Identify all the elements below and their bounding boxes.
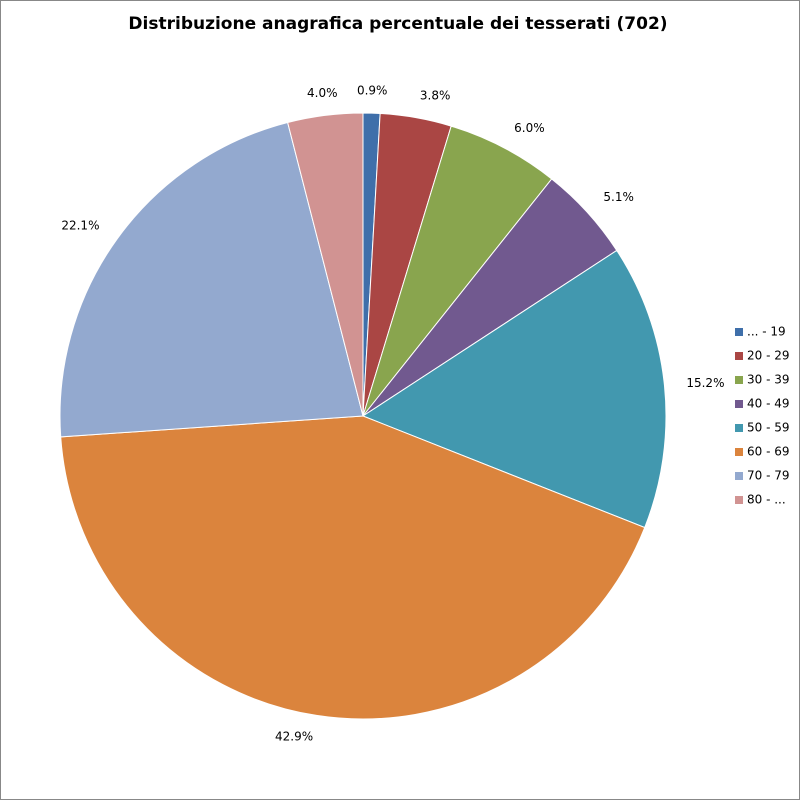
legend-swatch: [735, 448, 743, 456]
pie-slice: [287, 112, 364, 417]
legend-swatch: [735, 472, 743, 480]
data-label: 4.0%: [307, 86, 338, 100]
legend-swatch: [735, 352, 743, 360]
legend-label: ... - 19: [747, 325, 786, 339]
legend-label: 70 - 79: [747, 469, 790, 483]
legend-label: 50 - 59: [747, 421, 790, 435]
legend-label: 60 - 69: [747, 445, 790, 459]
data-label: 42.9%: [275, 730, 313, 744]
pie-slice: [59, 121, 364, 438]
legend-swatch: [735, 496, 743, 504]
data-label: 5.1%: [603, 190, 634, 204]
legend-swatch: [735, 400, 743, 408]
pie-slice: [60, 415, 646, 720]
legend-label: 30 - 39: [747, 373, 790, 387]
data-label: 0.9%: [357, 84, 388, 98]
legend-swatch: [735, 376, 743, 384]
legend-swatch: [735, 424, 743, 432]
legend-swatch: [735, 328, 743, 336]
data-label: 22.1%: [61, 218, 99, 232]
data-label: 6.0%: [514, 121, 545, 135]
chart-title: Distribuzione anagrafica percentuale dei…: [128, 14, 667, 34]
legend-label: 80 - ...: [747, 493, 786, 507]
data-label: 15.2%: [686, 376, 724, 390]
pie-slice: [361, 249, 667, 529]
data-label: 3.8%: [420, 89, 451, 103]
legend-label: 20 - 29: [747, 349, 790, 363]
legend-label: 40 - 49: [747, 397, 790, 411]
